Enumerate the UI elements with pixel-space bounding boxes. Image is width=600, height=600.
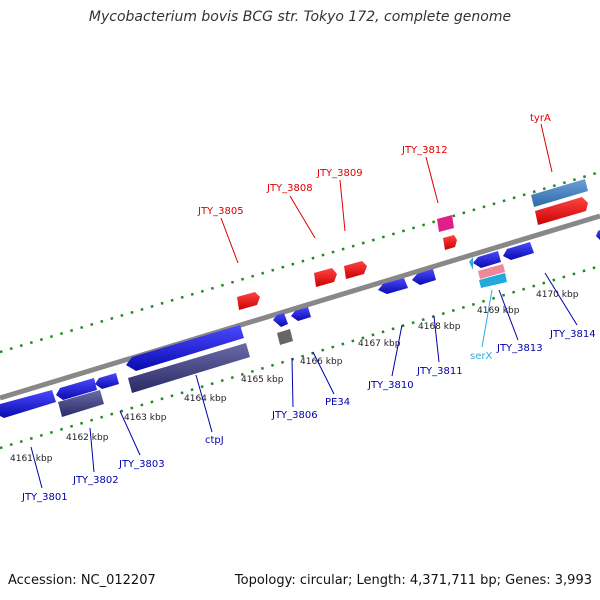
leader-line [540, 123, 553, 173]
pseudo-jty-3802[interactable] [58, 390, 104, 417]
gene-label-jty-3813[interactable]: JTY_3813 [496, 343, 543, 354]
gene-label-jty-3814[interactable]: JTY_3814 [549, 329, 596, 340]
gene-label-jty-3803[interactable]: JTY_3803 [118, 459, 165, 470]
rna-serx[interactable] [469, 257, 473, 270]
gene-ctpj[interactable] [126, 325, 244, 371]
pseudo-jty-3803[interactable] [128, 343, 250, 393]
leader-line [291, 357, 294, 408]
forward-gene-labels: JTY_3805 JTY_3808 JTY_3809 JTY_3812 tyrA [197, 113, 553, 264]
leader-line [339, 179, 346, 232]
gene-tyra[interactable] [535, 197, 588, 225]
forward-genes [237, 179, 588, 310]
gene-label-jty-3801[interactable]: JTY_3801 [21, 492, 68, 503]
genome-title: Mycobacterium bovis BCG str. Tokyo 172, … [88, 9, 512, 25]
accession-label: Accession: NC_012207 [8, 573, 156, 588]
gene-jty-3811[interactable] [412, 269, 436, 285]
gene-jty-3813-cyan[interactable] [479, 273, 507, 288]
gene-label-jty-3811[interactable]: JTY_3811 [416, 366, 463, 377]
gene-jty-3802[interactable] [56, 378, 97, 400]
reverse-genes [0, 230, 600, 418]
gene-jty-3806[interactable] [273, 313, 288, 327]
genome-backbone [0, 213, 600, 401]
leader-line [30, 446, 43, 489]
gene-jty-3805[interactable] [237, 292, 260, 310]
gene-label-jty-3808[interactable]: JTY_3808 [266, 183, 313, 194]
leader-line [89, 427, 95, 473]
leader-line [195, 374, 213, 433]
leader-line [289, 195, 316, 239]
gene-jty-3808[interactable] [314, 268, 337, 287]
gene-label-jty-3802[interactable]: JTY_3802 [72, 475, 119, 486]
kbp-label: 4164 kbp [184, 394, 227, 404]
gene-label-jty-3812[interactable]: JTY_3812 [401, 145, 448, 156]
kbp-label: 4166 kbp [300, 357, 343, 367]
reverse-gene-labels: JTY_3801 JTY_3802 JTY_3803 ctpJ JTY_3806… [21, 272, 596, 503]
kbp-label: 4163 kbp [124, 413, 167, 423]
gene-jty-3813[interactable] [473, 251, 501, 268]
leader-line [220, 217, 239, 264]
leader-line [498, 289, 519, 341]
gene-label-jty-3805[interactable]: JTY_3805 [197, 206, 244, 217]
leader-line [425, 156, 439, 204]
gene-label-pe34[interactable]: PE34 [325, 397, 350, 408]
gene-jty-3809[interactable] [344, 261, 367, 279]
leader-line [544, 272, 578, 326]
kbp-label: 4165 kbp [241, 375, 284, 385]
gene-label-jty-3810[interactable]: JTY_3810 [367, 380, 414, 391]
kbp-label: 4168 kbp [418, 322, 461, 332]
kbp-label: 4161 kbp [10, 454, 53, 464]
forward-tick-track [0, 170, 600, 354]
gene-label-jty-3809[interactable]: JTY_3809 [316, 168, 363, 179]
gene-right-edge[interactable] [596, 230, 600, 240]
leader-line [312, 351, 335, 395]
gene-jty-3810[interactable] [378, 278, 408, 294]
gene-jty-3802-b[interactable] [95, 373, 119, 389]
kbp-label: 4169 kbp [477, 306, 520, 316]
leader-line [119, 410, 141, 456]
leader-line [391, 324, 403, 377]
pseudo-jty-3806[interactable] [277, 329, 293, 345]
gene-jty-3813-pink[interactable] [478, 264, 505, 279]
leader-line [433, 315, 440, 363]
gene-pe34[interactable] [291, 307, 311, 321]
genome-summary: Topology: circular; Length: 4,371,711 bp… [234, 573, 592, 588]
gene-label-tyra[interactable]: tyrA [530, 113, 551, 124]
leader-line [481, 289, 493, 348]
kbp-label: 4170 kbp [536, 290, 579, 300]
gene-jty-3812-a[interactable] [437, 215, 454, 232]
kbp-label: 4167 kbp [358, 339, 401, 349]
gene-label-serx[interactable]: serX [470, 351, 492, 362]
gene-tyra-band[interactable] [531, 179, 588, 207]
kbp-label: 4162 kbp [66, 433, 109, 443]
gene-jty-3812-b[interactable] [443, 235, 457, 250]
kbp-labels: 4161 kbp 4162 kbp 4163 kbp 4164 kbp 4165… [10, 290, 579, 464]
pseudo-genes [58, 329, 293, 417]
gene-label-jty-3806[interactable]: JTY_3806 [271, 410, 318, 421]
gene-jty-3814[interactable] [503, 242, 534, 260]
gene-jty-3801[interactable] [0, 390, 56, 418]
gene-label-ctpj[interactable]: ctpJ [205, 435, 224, 446]
